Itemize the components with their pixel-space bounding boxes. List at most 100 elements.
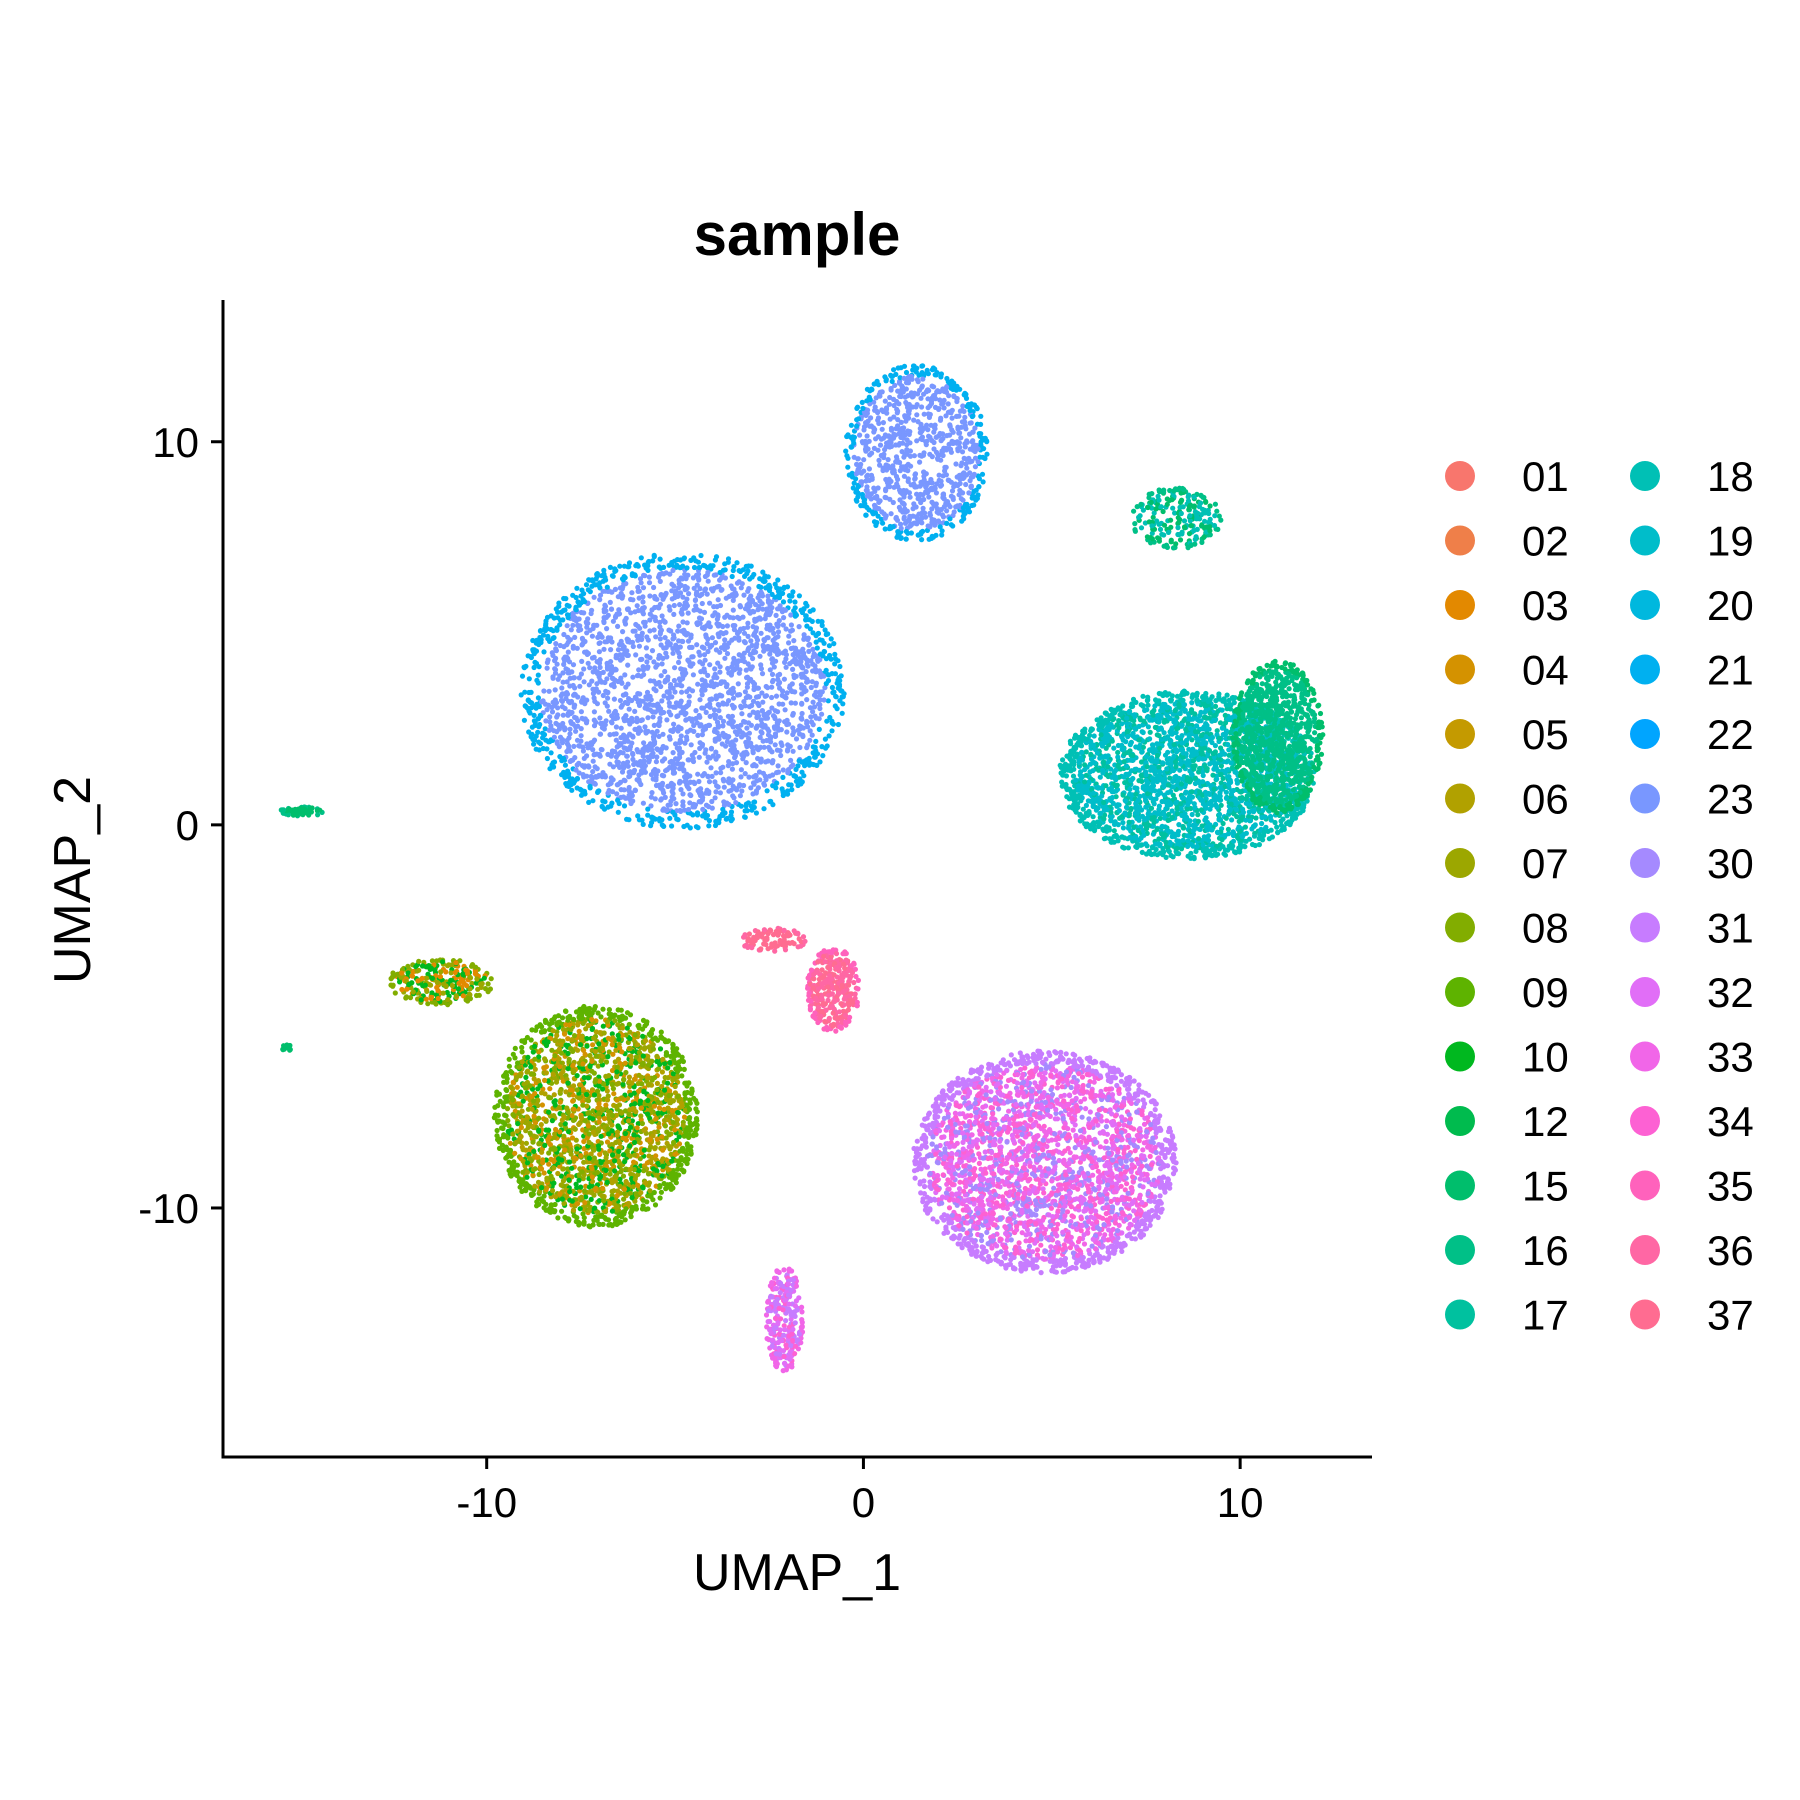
data-point xyxy=(1154,852,1160,858)
data-point xyxy=(744,684,751,690)
data-point xyxy=(750,655,756,662)
data-point xyxy=(706,722,713,728)
data-point xyxy=(810,646,816,653)
data-point xyxy=(757,734,763,741)
data-point xyxy=(653,664,659,670)
data-point xyxy=(814,645,820,651)
data-point xyxy=(876,420,882,426)
data-point xyxy=(592,781,598,787)
data-point xyxy=(547,739,553,745)
data-point xyxy=(672,665,678,671)
data-point xyxy=(699,732,706,738)
data-point xyxy=(1200,772,1206,779)
data-point xyxy=(661,709,667,716)
data-point xyxy=(582,599,588,605)
data-point xyxy=(636,667,642,673)
data-point xyxy=(823,631,829,638)
data-point xyxy=(601,609,607,615)
data-point xyxy=(723,630,729,636)
data-point xyxy=(820,753,826,759)
data-point xyxy=(542,628,548,634)
data-point xyxy=(648,803,654,809)
data-point xyxy=(556,603,562,609)
data-point xyxy=(753,810,760,816)
data-point xyxy=(919,520,925,526)
data-point xyxy=(622,778,628,784)
data-point xyxy=(880,467,886,474)
data-point xyxy=(669,559,675,566)
data-point xyxy=(939,532,945,538)
data-point xyxy=(810,750,816,756)
data-point xyxy=(720,718,727,725)
data-point xyxy=(796,624,802,630)
data-point xyxy=(790,710,796,717)
data-point xyxy=(799,674,805,680)
data-point xyxy=(566,698,572,705)
data-point xyxy=(615,647,622,653)
data-point xyxy=(542,726,548,732)
data-point xyxy=(1238,789,1244,795)
data-point xyxy=(597,731,603,737)
data-point xyxy=(871,381,877,387)
data-point xyxy=(526,729,532,735)
data-point xyxy=(610,676,616,682)
data-point xyxy=(832,651,838,657)
data-point xyxy=(697,714,703,720)
data-point xyxy=(706,779,713,785)
data-point xyxy=(564,679,570,685)
data-point xyxy=(617,563,623,569)
data-point xyxy=(878,452,884,459)
data-point xyxy=(565,634,571,640)
data-point xyxy=(699,705,705,711)
data-point xyxy=(649,790,655,796)
data-point xyxy=(637,625,643,631)
data-point xyxy=(786,640,792,646)
data-point xyxy=(722,561,728,567)
data-point xyxy=(533,746,539,752)
data-point xyxy=(894,410,900,416)
data-point xyxy=(1189,811,1195,818)
data-point xyxy=(798,715,805,721)
data-point xyxy=(551,615,557,621)
data-point xyxy=(602,602,608,608)
data-point xyxy=(759,721,765,727)
data-point xyxy=(595,789,601,796)
data-point xyxy=(710,753,716,759)
data-point xyxy=(859,399,865,405)
data-point xyxy=(584,741,590,747)
data-point xyxy=(557,734,564,740)
data-point xyxy=(750,698,757,705)
data-point xyxy=(799,701,805,707)
data-point xyxy=(752,618,758,624)
data-point xyxy=(805,635,811,641)
data-point xyxy=(816,726,822,733)
data-point xyxy=(616,743,622,749)
data-point xyxy=(695,732,701,739)
data-point xyxy=(759,601,765,607)
data-point xyxy=(737,793,744,799)
data-point xyxy=(597,580,603,586)
data-point xyxy=(690,672,697,678)
data-point xyxy=(742,573,748,580)
data-point xyxy=(613,652,619,658)
data-point xyxy=(610,749,616,755)
data-point xyxy=(778,752,784,759)
data-point xyxy=(932,484,938,490)
data-point xyxy=(724,701,730,707)
data-point xyxy=(921,411,927,417)
data-point xyxy=(709,635,716,641)
data-point xyxy=(809,732,815,738)
data-point xyxy=(710,588,716,594)
data-point xyxy=(550,635,556,642)
data-point xyxy=(561,725,567,731)
data-point xyxy=(693,824,700,830)
data-point xyxy=(734,560,740,566)
data-point xyxy=(692,597,699,603)
data-point xyxy=(673,756,679,762)
data-point xyxy=(784,729,790,735)
data-point xyxy=(578,709,585,715)
data-point xyxy=(624,734,630,740)
data-point xyxy=(901,501,907,507)
data-point xyxy=(580,744,586,750)
data-point xyxy=(660,743,666,750)
